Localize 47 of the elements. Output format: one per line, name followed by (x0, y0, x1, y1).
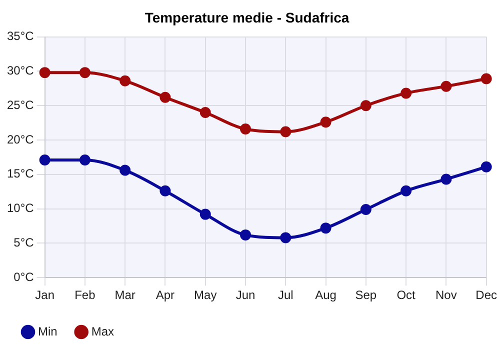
chart-title: Temperature medie - Sudafrica (144, 9, 350, 26)
y-tick-label: 10°C (7, 201, 34, 216)
x-tick-label: Nov (436, 288, 457, 302)
point (360, 204, 372, 215)
y-tick-label: 0°C (14, 270, 34, 284)
y-tick-label: 20°C (7, 132, 34, 146)
x-tick-label: Apr (156, 288, 175, 302)
point (240, 229, 252, 240)
x-tick-label: Mar (114, 288, 136, 302)
point (480, 161, 492, 172)
point (280, 232, 292, 244)
y-tick-label: 5°C (14, 236, 34, 250)
y-tick-label: 35°C (7, 29, 34, 44)
y-tick-label: 25°C (7, 98, 34, 112)
x-tick-label: May (194, 288, 217, 302)
x-tick-label: Jan (35, 288, 54, 302)
point (240, 123, 252, 134)
point (400, 185, 412, 196)
point (280, 126, 292, 138)
point (120, 75, 131, 86)
x-tick-label: Jul (278, 288, 294, 302)
x-tick-label: Dec (476, 288, 497, 302)
point (200, 106, 211, 118)
point (440, 80, 452, 92)
point (320, 222, 332, 234)
x-tick-label: Sep (355, 288, 377, 302)
x-tick-label: Oct (396, 288, 416, 302)
point (39, 154, 50, 166)
point (120, 164, 131, 176)
x-tick-label: Aug (315, 288, 336, 302)
point (39, 67, 50, 78)
y-tick-label: 30°C (7, 64, 34, 78)
point (320, 116, 332, 128)
x-tick-label: Feb (74, 288, 96, 302)
point (160, 92, 171, 103)
point (480, 73, 492, 84)
y-tick-label: 15°C (7, 166, 34, 181)
point (400, 88, 412, 99)
point (79, 67, 90, 78)
point (200, 208, 211, 220)
point (360, 100, 372, 112)
point (79, 154, 90, 166)
x-tick-label: Jun (236, 288, 256, 302)
legend-label: Max (91, 324, 114, 338)
point (440, 174, 452, 185)
point (160, 185, 171, 196)
legend-label: Min (38, 324, 58, 338)
